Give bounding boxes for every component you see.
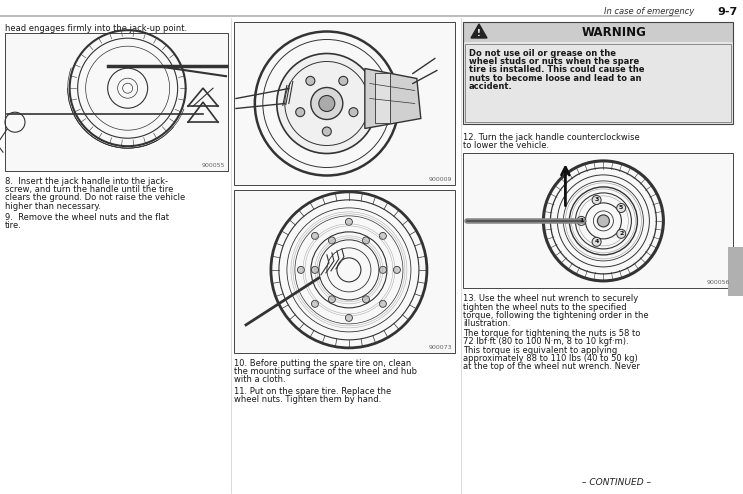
Text: 9-7: 9-7	[718, 7, 738, 17]
Bar	[728, 247, 743, 296]
Text: clears the ground. Do not raise the vehicle: clears the ground. Do not raise the vehi…	[5, 193, 185, 203]
Text: 8.  Insert the jack handle into the jack-: 8. Insert the jack handle into the jack-	[5, 177, 168, 186]
Circle shape	[380, 233, 386, 240]
Text: !: !	[477, 29, 481, 38]
Text: 900055: 900055	[201, 163, 225, 168]
Circle shape	[311, 233, 319, 240]
Text: 3: 3	[594, 198, 599, 203]
Text: Do not use oil or grease on the: Do not use oil or grease on the	[469, 49, 616, 58]
Circle shape	[617, 229, 626, 238]
Bar	[463, 154, 733, 288]
Bar	[5, 33, 228, 171]
Circle shape	[328, 296, 335, 303]
Circle shape	[328, 237, 335, 244]
Text: 900056: 900056	[707, 281, 730, 286]
Text: wheel studs or nuts when the spare: wheel studs or nuts when the spare	[469, 57, 639, 66]
Text: tire.: tire.	[5, 221, 22, 230]
Circle shape	[311, 266, 319, 273]
Circle shape	[592, 237, 601, 247]
Text: 5: 5	[619, 206, 623, 210]
Circle shape	[306, 77, 315, 85]
Text: 10. Before putting the spare tire on, clean: 10. Before putting the spare tire on, cl…	[234, 359, 411, 368]
Text: wheel nuts. Tighten them by hand.: wheel nuts. Tighten them by hand.	[234, 395, 381, 404]
Text: 1: 1	[580, 218, 583, 223]
Text: In case of emergency: In case of emergency	[604, 7, 694, 16]
Circle shape	[296, 108, 305, 117]
Text: 72 lbf·ft (80 to 100 N·m, 8 to 10 kgf·m).: 72 lbf·ft (80 to 100 N·m, 8 to 10 kgf·m)…	[463, 337, 629, 346]
Text: 12. Turn the jack handle counterclockwise: 12. Turn the jack handle counterclockwis…	[463, 133, 640, 142]
Circle shape	[277, 53, 377, 154]
Bar	[463, 22, 733, 124]
Text: higher than necessary.: higher than necessary.	[5, 202, 101, 210]
Circle shape	[394, 266, 400, 273]
Text: 900009: 900009	[429, 177, 452, 182]
Text: with a cloth.: with a cloth.	[234, 375, 285, 384]
Text: – CONTINUED –: – CONTINUED –	[583, 478, 651, 487]
Circle shape	[345, 314, 352, 322]
Text: head engages firmly into the jack-up point.: head engages firmly into the jack-up poi…	[5, 24, 187, 33]
Text: at the top of the wheel nut wrench. Never: at the top of the wheel nut wrench. Neve…	[463, 362, 640, 371]
Circle shape	[597, 215, 609, 227]
Polygon shape	[365, 69, 421, 128]
Bar	[234, 22, 455, 185]
Text: 2: 2	[619, 231, 623, 236]
Text: nuts to become loose and lead to an: nuts to become loose and lead to an	[469, 74, 641, 82]
Text: This torque is equivalent to applying: This torque is equivalent to applying	[463, 346, 617, 355]
Circle shape	[577, 216, 586, 225]
Bar	[463, 42, 733, 124]
Circle shape	[339, 77, 348, 85]
Circle shape	[322, 127, 331, 136]
Polygon shape	[471, 24, 487, 38]
Circle shape	[617, 204, 626, 212]
Bar	[374, 74, 390, 124]
Circle shape	[311, 87, 343, 120]
Text: accident.: accident.	[469, 82, 513, 91]
Bar	[463, 22, 733, 42]
Text: 900073: 900073	[429, 345, 452, 350]
Circle shape	[380, 266, 386, 273]
Text: tighten the wheel nuts to the specified: tighten the wheel nuts to the specified	[463, 303, 626, 312]
Text: illustration.: illustration.	[463, 319, 510, 328]
Text: screw, and turn the handle until the tire: screw, and turn the handle until the tir…	[5, 185, 173, 194]
Text: The torque for tightening the nuts is 58 to: The torque for tightening the nuts is 58…	[463, 329, 640, 338]
Text: tire is installed. This could cause the: tire is installed. This could cause the	[469, 65, 644, 75]
Bar	[465, 44, 731, 122]
Text: WARNING: WARNING	[582, 26, 646, 39]
Text: 11. Put on the spare tire. Replace the: 11. Put on the spare tire. Replace the	[234, 387, 392, 396]
Circle shape	[345, 218, 352, 225]
Text: torque, following the tightening order in the: torque, following the tightening order i…	[463, 311, 649, 320]
Circle shape	[363, 237, 369, 244]
Bar	[234, 190, 455, 353]
Circle shape	[363, 296, 369, 303]
Text: 4: 4	[594, 239, 599, 245]
Circle shape	[592, 196, 601, 205]
Circle shape	[297, 266, 305, 273]
Text: approximately 88 to 110 lbs (40 to 50 kg): approximately 88 to 110 lbs (40 to 50 kg…	[463, 354, 637, 363]
Circle shape	[319, 95, 335, 112]
Text: the mounting surface of the wheel and hub: the mounting surface of the wheel and hu…	[234, 367, 417, 376]
Circle shape	[311, 300, 319, 307]
Text: to lower the vehicle.: to lower the vehicle.	[463, 141, 549, 150]
Circle shape	[349, 108, 358, 117]
Text: 13. Use the wheel nut wrench to securely: 13. Use the wheel nut wrench to securely	[463, 294, 638, 303]
Text: 9.  Remove the wheel nuts and the flat: 9. Remove the wheel nuts and the flat	[5, 213, 169, 222]
Circle shape	[380, 300, 386, 307]
